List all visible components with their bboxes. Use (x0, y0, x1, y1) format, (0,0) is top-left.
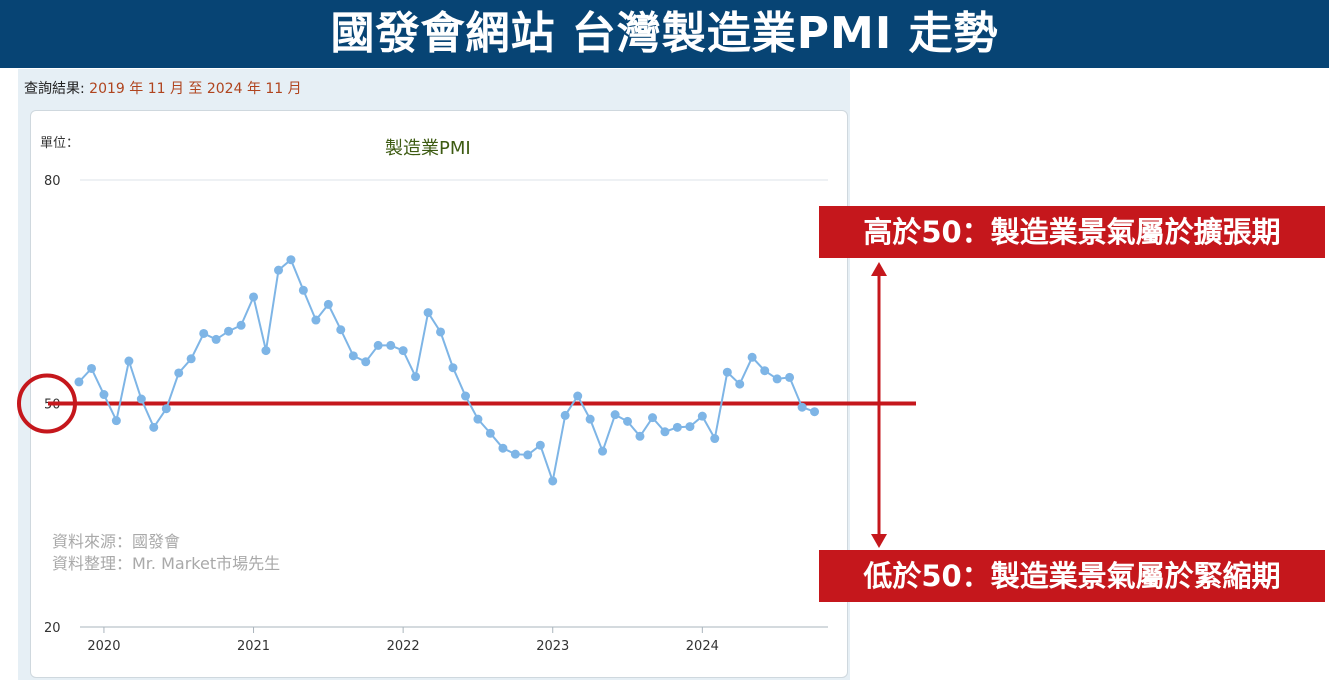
y-tick-label: 20 (44, 621, 61, 636)
data-point (672, 422, 682, 432)
data-point (560, 410, 570, 420)
query-result: 查詢結果: 2019 年 11 月 至 2024 年 11 月 (24, 78, 302, 98)
series-line (78, 258, 815, 485)
data-point (760, 366, 770, 376)
data-point (161, 404, 171, 414)
data-point (648, 413, 658, 423)
arrow-head-down (871, 534, 887, 548)
data-point (461, 391, 471, 401)
x-tick-label: 2022 (387, 639, 420, 654)
data-point (224, 326, 234, 336)
source-line-1: 資料來源：國發會 (52, 532, 181, 551)
source-line-2: 資料整理：Mr. Market市場先生 (52, 554, 281, 573)
x-tick-label: 2021 (237, 639, 270, 654)
data-point (174, 368, 184, 378)
data-point (249, 292, 259, 302)
data-point (99, 390, 109, 400)
data-point (810, 407, 820, 417)
data-point (685, 422, 695, 432)
data-point (697, 411, 707, 421)
data-point (772, 374, 782, 384)
data-point (236, 320, 246, 330)
data-point (323, 299, 333, 309)
data-point (573, 391, 583, 401)
data-point (74, 377, 84, 387)
data-point (398, 346, 408, 356)
data-point (274, 265, 284, 275)
data-point (498, 443, 508, 453)
data-point (286, 255, 296, 265)
x-tick-label: 2020 (87, 639, 120, 654)
data-point (348, 351, 358, 361)
highlight-circle-50 (17, 373, 77, 434)
data-point (623, 416, 633, 426)
data-point (535, 440, 545, 450)
data-point (211, 334, 221, 344)
data-point (311, 315, 321, 325)
data-point (111, 416, 121, 426)
query-label: 查詢結果: (24, 81, 85, 97)
data-point (199, 328, 209, 338)
data-point (298, 285, 308, 295)
data-point (485, 428, 495, 438)
data-point (598, 446, 608, 456)
data-point (361, 357, 371, 367)
data-point (87, 363, 97, 373)
arrow-head-up (871, 262, 887, 276)
note-contraction: 低於50：製造業景氣屬於緊縮期 (819, 550, 1325, 602)
data-point (797, 402, 807, 412)
data-point (411, 372, 421, 382)
data-point (548, 476, 558, 486)
data-point (373, 340, 383, 350)
data-point (186, 354, 196, 364)
data-point (510, 449, 520, 459)
data-point (585, 414, 595, 424)
data-point (386, 340, 396, 350)
page-banner: 國發會網站 台灣製造業PMI 走勢 (0, 0, 1329, 68)
data-point (785, 372, 795, 382)
unit-label: 單位： (40, 136, 80, 151)
data-point (473, 414, 483, 424)
note-expansion: 高於50：製造業景氣屬於擴張期 (819, 206, 1325, 258)
data-point (722, 367, 732, 377)
data-point (436, 327, 446, 337)
data-point (735, 379, 745, 389)
data-point (710, 434, 720, 444)
data-point (336, 325, 346, 335)
data-point (635, 431, 645, 441)
data-point (610, 410, 620, 420)
x-tick-label: 2024 (686, 639, 719, 654)
data-point (261, 346, 271, 356)
data-point (448, 363, 458, 373)
chart-title: 製造業PMI (385, 138, 471, 159)
data-point (124, 356, 134, 366)
data-point (423, 308, 433, 318)
data-point (136, 394, 146, 404)
y-tick-label: 80 (44, 174, 61, 189)
data-point (523, 450, 533, 460)
chart-container (30, 110, 848, 678)
data-point (660, 427, 670, 437)
query-value: 2019 年 11 月 至 2024 年 11 月 (89, 81, 302, 97)
data-point (747, 352, 757, 362)
data-point (149, 422, 159, 432)
x-tick-label: 2023 (536, 639, 569, 654)
